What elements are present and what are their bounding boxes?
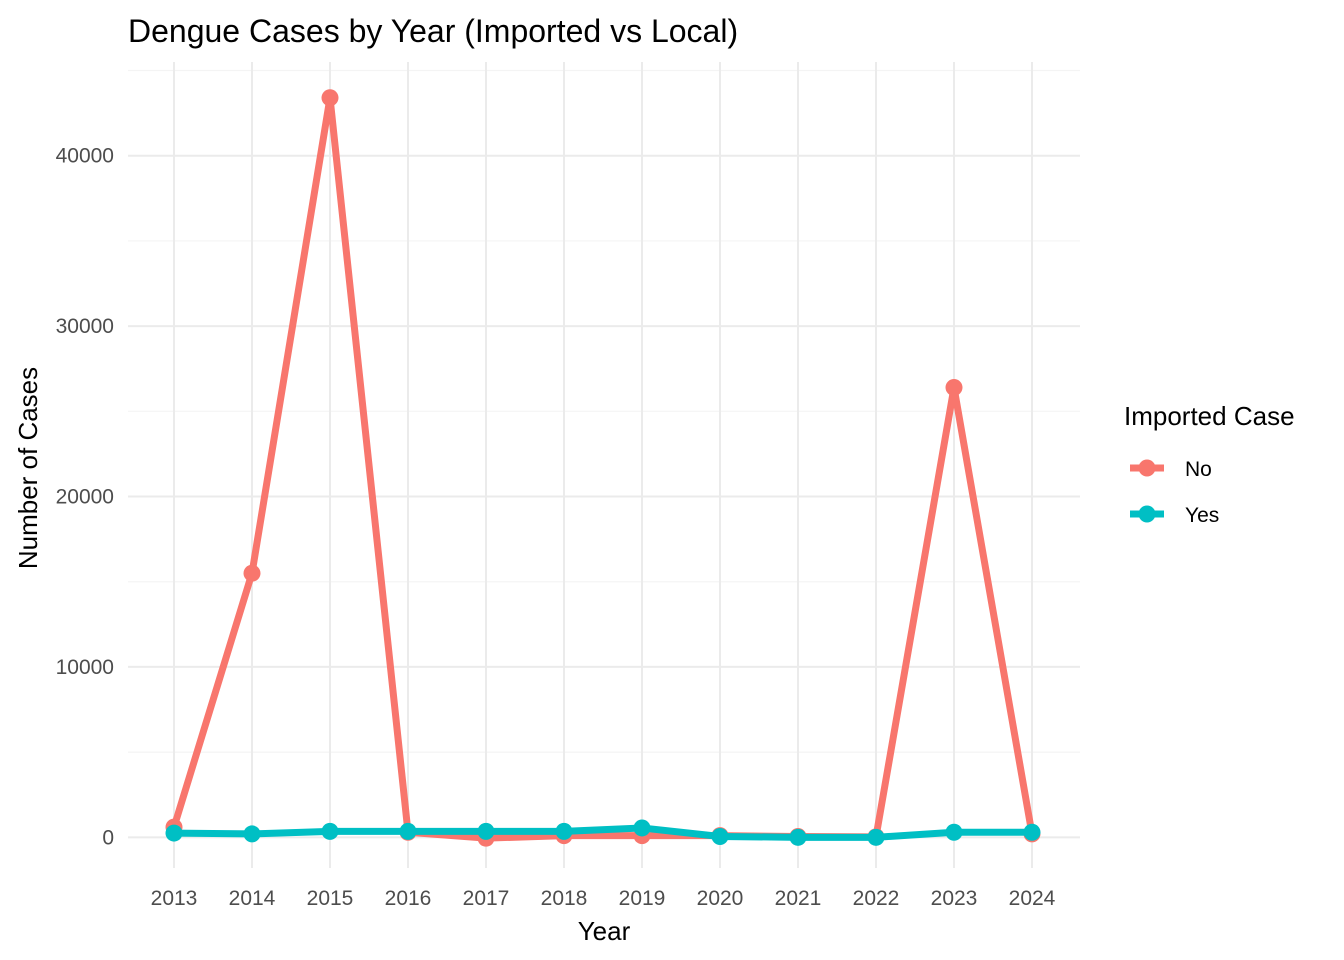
series-line: [170, 94, 1036, 842]
y-tick-label: 10000: [56, 656, 114, 679]
y-tick-label: 0: [102, 826, 114, 849]
data-point: [867, 828, 885, 846]
x-tick-label: 2022: [853, 887, 900, 910]
data-point: [243, 564, 261, 582]
y-tick-label: 30000: [56, 315, 114, 338]
legend-key-point: [1138, 505, 1156, 523]
x-tick-label: 2020: [697, 887, 744, 910]
data-point: [945, 378, 963, 396]
data-point: [555, 822, 573, 840]
x-tick-label: 2024: [1009, 887, 1056, 910]
data-point: [165, 824, 183, 842]
x-tick-label: 2019: [619, 887, 666, 910]
y-axis-title: Number of Cases: [13, 367, 43, 569]
data-point: [477, 822, 495, 840]
data-point: [399, 822, 417, 840]
series-yes: [165, 819, 1041, 846]
x-tick-label: 2013: [151, 887, 198, 910]
legend: Imported Case No Yes: [1124, 401, 1295, 527]
data-point: [633, 819, 651, 837]
legend-title: Imported Case: [1124, 401, 1295, 431]
y-tick-label: 20000: [56, 486, 114, 509]
series-layer: [165, 89, 1041, 847]
data-point: [789, 828, 807, 846]
legend-key: [1130, 459, 1164, 477]
data-point: [321, 89, 339, 107]
legend-label: Yes: [1185, 504, 1219, 527]
data-point: [243, 825, 261, 843]
chart-title: Dengue Cases by Year (Imported vs Local): [128, 13, 738, 49]
y-axis-ticks: 0 10000 20000 30000 40000: [56, 145, 114, 850]
data-point: [711, 827, 729, 845]
legend-key: [1130, 505, 1164, 523]
x-tick-label: 2018: [541, 887, 588, 910]
data-point: [1023, 823, 1041, 841]
y-tick-label: 40000: [56, 145, 114, 168]
legend-label: No: [1185, 458, 1212, 481]
data-point: [945, 823, 963, 841]
data-point: [321, 822, 339, 840]
x-tick-label: 2014: [229, 887, 276, 910]
x-tick-label: 2015: [307, 887, 354, 910]
legend-key-point: [1138, 459, 1156, 477]
x-tick-label: 2023: [931, 887, 978, 910]
x-axis-ticks: 2013 2014 2015 2016 2017 2018 2019 2020 2021 2022…: [151, 887, 1056, 910]
x-tick-label: 2016: [385, 887, 432, 910]
series-line: [170, 824, 1036, 841]
x-axis-title: Year: [578, 916, 631, 946]
x-tick-label: 2021: [775, 887, 822, 910]
x-tick-label: 2017: [463, 887, 510, 910]
series-no: [165, 89, 1041, 847]
